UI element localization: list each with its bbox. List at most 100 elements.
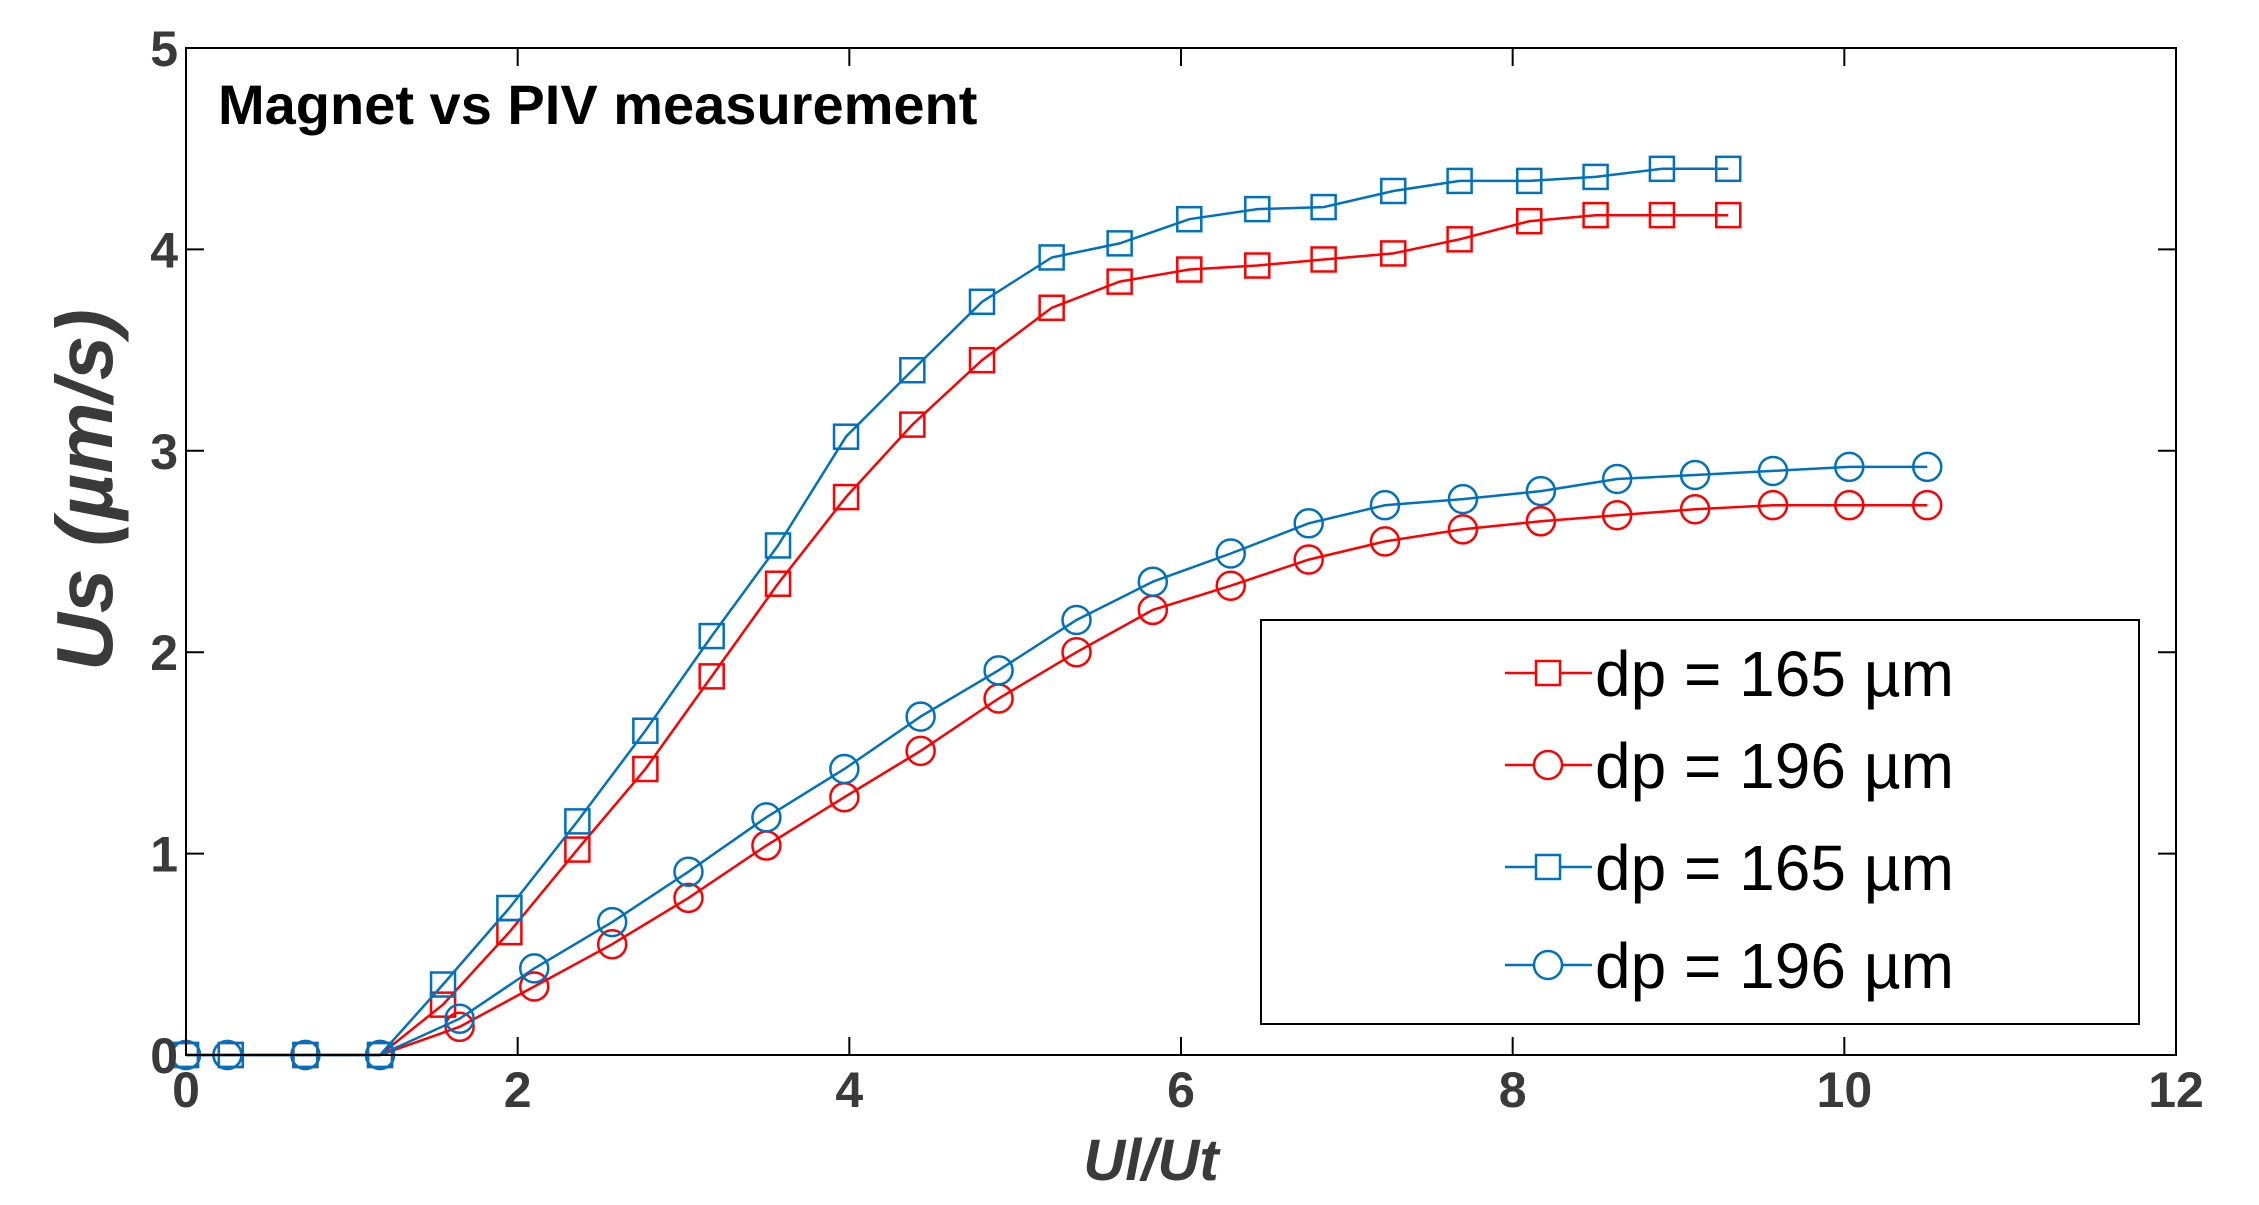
series-4-point (829, 753, 860, 785)
series-3-point (698, 622, 725, 650)
series-2-point (596, 928, 628, 960)
y-tick-label: 4 (150, 222, 178, 278)
series-3-point (1106, 230, 1133, 257)
series-3-point (968, 288, 996, 316)
series-3-point (632, 717, 659, 744)
series-3-point (1516, 167, 1543, 195)
series-3-point (1648, 155, 1676, 183)
series-1-point (899, 411, 926, 438)
legend-marker (1532, 749, 1564, 781)
series-1-point (1380, 240, 1407, 267)
series-2-point (1679, 493, 1711, 525)
series-layer (170, 155, 1943, 1071)
series-1-point (1310, 246, 1337, 273)
series-1-point (698, 663, 725, 690)
x-tick-label: 4 (835, 1062, 863, 1118)
series-3-point (832, 423, 860, 450)
series-1-point (832, 483, 860, 511)
legend-marker (1534, 853, 1562, 881)
series-3-point (764, 532, 792, 559)
series-1-point (632, 755, 659, 783)
series-4-point (1137, 566, 1169, 597)
series-3-point (564, 808, 591, 835)
series-2-point (1215, 570, 1246, 601)
series-3-point (1715, 155, 1742, 183)
series-2-point (1525, 506, 1557, 537)
series-4-point (1757, 455, 1789, 487)
series-2-point (1447, 514, 1479, 545)
x-axis-label: Ul/Ut (1083, 1128, 1221, 1193)
y-tick-label: 0 (150, 1028, 178, 1084)
series-4-point (1061, 604, 1092, 636)
y-tick-label: 3 (150, 424, 178, 480)
series-4-point (1679, 459, 1711, 491)
series-4-point (1601, 463, 1633, 495)
series-1-point (564, 836, 591, 863)
series-1-point (1176, 256, 1203, 283)
series-2-point (1912, 489, 1943, 521)
series-3-point (1446, 167, 1473, 195)
series-3-point (1582, 163, 1609, 191)
series-4-point (1912, 451, 1943, 483)
legend: dp = 165 µm dp = 196 µm dp = 165 µm dp = 19… (1260, 619, 2140, 1025)
legend-label: dp = 165 µm (1595, 832, 1954, 904)
series-3-point (496, 894, 523, 922)
x-tick-label: 6 (1167, 1062, 1195, 1118)
series-1-point (1648, 201, 1676, 229)
series-1-point (1715, 201, 1742, 229)
series-4-point (519, 953, 550, 984)
series-4-point (673, 856, 704, 887)
y-tick-label: 1 (150, 827, 178, 883)
series-4-point (1369, 489, 1401, 521)
series-1-point (1244, 252, 1271, 279)
series-2-point (673, 882, 704, 914)
series-4-point (751, 802, 782, 833)
series-3-point (899, 356, 926, 384)
series-3-point (1380, 177, 1407, 205)
series-1-point (1446, 226, 1473, 253)
legend-entry-1: dp = 165 µm (1505, 638, 1954, 710)
series-3-point (429, 971, 457, 998)
y-tick-label: 2 (150, 625, 178, 681)
series-1-point (1582, 201, 1609, 229)
series-2-point (905, 735, 936, 767)
legend-label: dp = 165 µm (1595, 638, 1954, 710)
series-4 (170, 451, 1943, 1071)
series-4-point (1525, 475, 1557, 507)
series-1-point (968, 346, 996, 374)
series-2-point (1061, 636, 1092, 668)
legend-label: dp = 196 µm (1595, 930, 1954, 1002)
series-2-point (444, 1011, 475, 1043)
series-2-point (1757, 489, 1789, 521)
series-1-point (1516, 207, 1543, 235)
series-3-point (1310, 193, 1337, 221)
y-tick-label: 5 (150, 21, 178, 77)
series-2-point (519, 971, 550, 1002)
series-3-point (1176, 205, 1203, 233)
series-3-point (1244, 195, 1271, 223)
series-4-point (444, 1003, 475, 1034)
legend-box (1260, 619, 2140, 1025)
legend-entry-4: dp = 196 µm (1505, 930, 1954, 1002)
legend-entry-2: dp = 196 µm (1505, 730, 1954, 802)
series-2-point (1601, 499, 1633, 531)
series-2-point (1834, 489, 1865, 521)
series-1-point (1038, 294, 1065, 322)
series-3-point (1038, 244, 1065, 271)
y-axis-label: Us (µm/s) (40, 309, 129, 671)
legend-entry-3: dp = 165 µm (1505, 832, 1954, 904)
x-tick-label: 0 (172, 1062, 200, 1118)
series-4-point (596, 906, 628, 938)
series-1-point (764, 570, 792, 597)
x-tick-label: 2 (504, 1062, 532, 1118)
x-tick-label: 8 (1499, 1062, 1527, 1118)
legend-marker (1532, 949, 1564, 981)
series-4-point (905, 701, 936, 732)
series-1-point (1106, 268, 1133, 295)
series-4-point (1834, 451, 1865, 483)
series-2-point (1293, 544, 1324, 575)
series-4-point (1447, 483, 1479, 515)
x-tick-label: 10 (1817, 1062, 1873, 1118)
